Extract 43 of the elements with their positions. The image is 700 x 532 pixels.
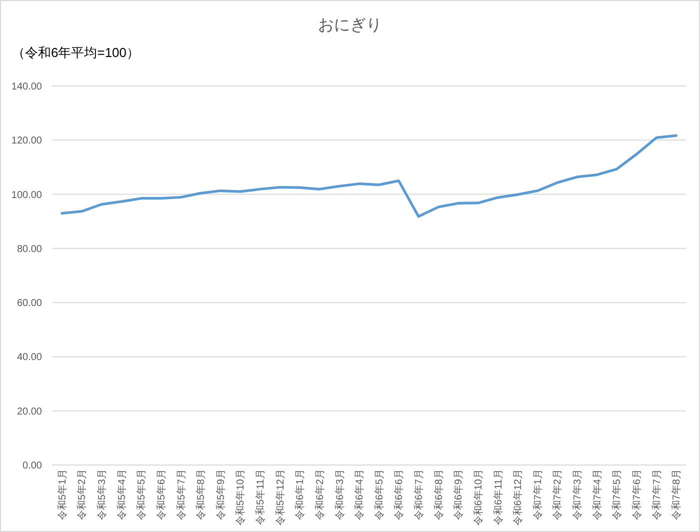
x-tick-label: 令和5年9月 — [214, 469, 227, 520]
x-tick-label: 令和5年12月 — [274, 469, 286, 526]
y-tick-label: 0.00 — [22, 460, 42, 472]
x-tick-label: 令和6年1月 — [294, 469, 306, 520]
x-tick-label: 令和5年8月 — [195, 469, 208, 520]
x-tick-label: 令和5年7月 — [175, 469, 188, 520]
x-tick-label: 令和6年8月 — [432, 469, 445, 520]
x-tick-label: 令和7年8月 — [670, 469, 683, 520]
y-tick-label: 40.00 — [16, 352, 42, 364]
x-tick-label: 令和6年11月 — [492, 469, 504, 525]
x-tick-label: 令和7年3月 — [572, 469, 584, 520]
x-tick-label: 令和7年2月 — [552, 469, 564, 520]
x-tick-label: 令和5年3月 — [96, 469, 108, 520]
x-tick-label: 令和5年10月 — [234, 469, 247, 526]
x-tick-label: 令和7年7月 — [650, 469, 663, 520]
x-tick-label: 令和6年7月 — [413, 469, 426, 520]
y-tick-label: 120.00 — [11, 136, 42, 147]
x-tick-label: 令和6年5月 — [373, 469, 386, 520]
x-tick-label: 令和5年2月 — [76, 469, 88, 520]
x-tick-label: 令和6年2月 — [314, 469, 326, 520]
y-tick-label: 80.00 — [16, 244, 42, 255]
y-tick-label: 20.00 — [16, 406, 42, 418]
x-tick-label: 令和5年1月 — [56, 469, 68, 520]
x-tick-label: 令和7年4月 — [591, 469, 604, 520]
x-tick-label: 令和6年6月 — [393, 469, 406, 520]
x-tick-label: 令和6年4月 — [354, 469, 366, 520]
x-tick-label: 令和7年5月 — [611, 469, 624, 520]
x-tick-label: 令和6年12月 — [512, 469, 524, 526]
x-tick-label: 令和7年6月 — [630, 469, 643, 520]
x-tick-label: 令和6年3月 — [334, 469, 346, 520]
x-tick-label: 令和5年4月 — [116, 469, 128, 520]
x-tick-label: 令和6年10月 — [472, 469, 484, 526]
y-axis-title: （令和6年平均=100） — [12, 45, 140, 60]
x-tick-label: 令和6年9月 — [452, 469, 465, 520]
x-tick-label: 令和5年11月 — [254, 469, 267, 525]
x-tick-label: 令和7年1月 — [532, 469, 544, 520]
y-tick-label: 140.00 — [11, 82, 42, 92]
chart-title: おにぎり — [318, 17, 382, 34]
line-series — [60, 134, 678, 218]
y-tick-label: 100.00 — [11, 190, 42, 201]
x-tick-label: 令和5年6月 — [155, 469, 168, 520]
y-tick-label: 60.00 — [16, 298, 42, 310]
x-tick-label: 令和5年5月 — [136, 469, 148, 520]
